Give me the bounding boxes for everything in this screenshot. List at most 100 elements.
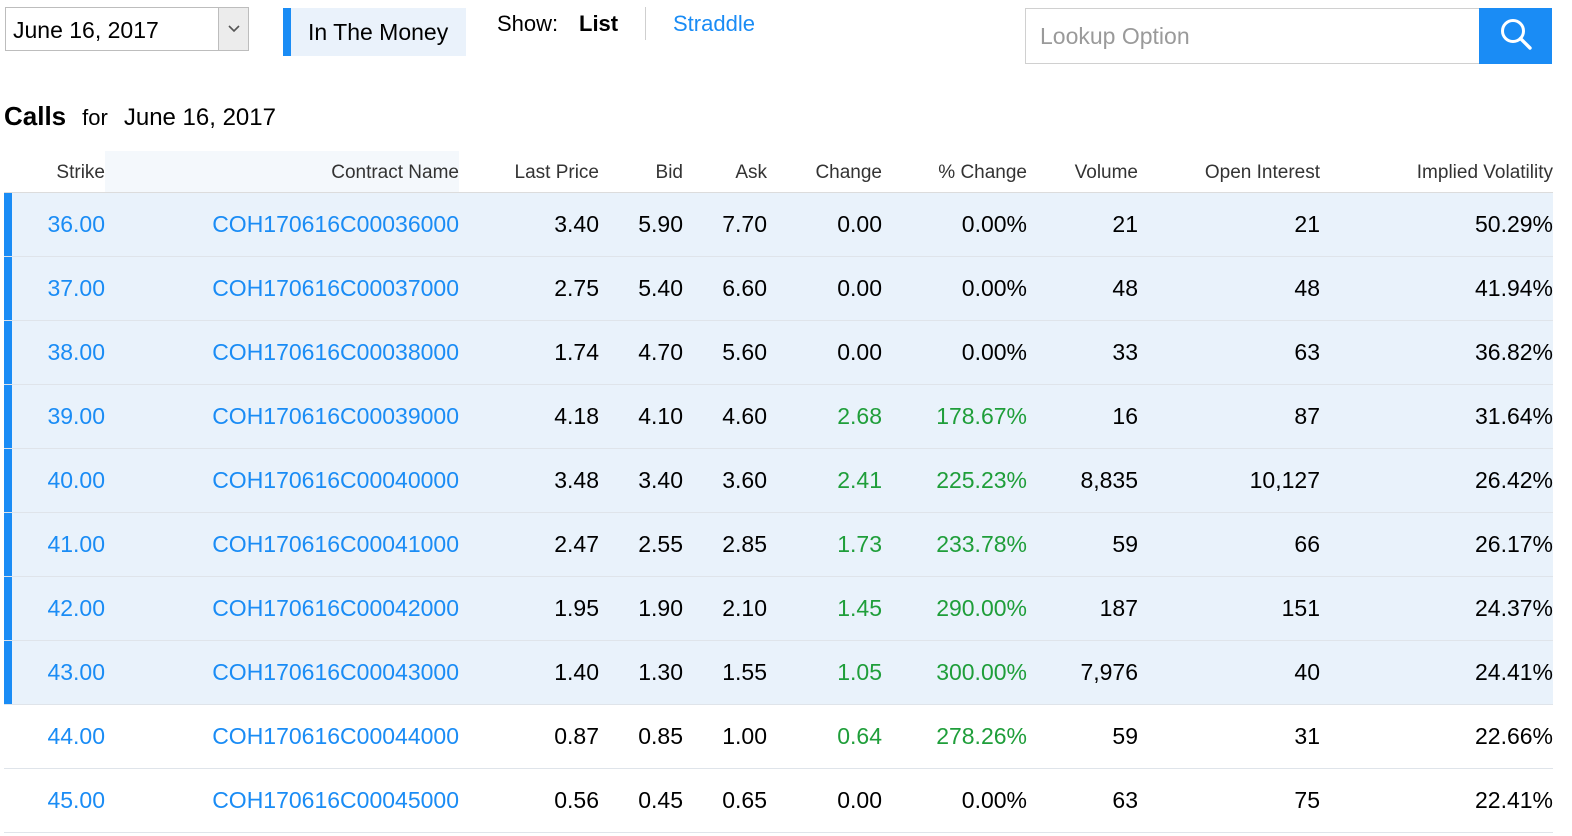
- implied-volatility-cell: 31.64%: [1320, 384, 1553, 449]
- volume-cell: 21: [1027, 192, 1138, 257]
- pct-change-cell: 0.00%: [882, 768, 1027, 833]
- contract-name-link[interactable]: COH170616C00043000: [212, 659, 459, 685]
- open-interest-cell: 48: [1138, 256, 1320, 321]
- col-header-implied-volatility[interactable]: Implied Volatility: [1320, 151, 1553, 193]
- col-header-last-price[interactable]: Last Price: [459, 151, 599, 193]
- open-interest-cell: 151: [1138, 576, 1320, 641]
- contract-name-link[interactable]: COH170616C00042000: [212, 595, 459, 621]
- col-header-volume[interactable]: Volume: [1027, 151, 1138, 193]
- contract-name-link[interactable]: COH170616C00039000: [212, 403, 459, 429]
- table-row: 44.00 COH170616C00044000 0.87 0.85 1.00 0.64 2…: [4, 704, 1553, 769]
- search-icon: [1499, 17, 1533, 56]
- strike-cell-cell[interactable]: 36.00: [4, 192, 105, 257]
- strike-cell-cell[interactable]: 40.00: [4, 448, 105, 513]
- contract-name-cell[interactable]: COH170616C00042000: [105, 576, 459, 641]
- change-cell: 1.73: [767, 512, 882, 577]
- change-cell: 2.68: [767, 384, 882, 449]
- strike-cell[interactable]: 40.00: [47, 467, 105, 493]
- lookup-option-input[interactable]: [1025, 8, 1480, 64]
- last-price-cell: 0.87: [459, 704, 599, 769]
- volume-cell: 59: [1027, 512, 1138, 577]
- strike-cell-cell[interactable]: 42.00: [4, 576, 105, 641]
- pct-change-cell: 300.00%: [882, 640, 1027, 705]
- volume-cell: 187: [1027, 576, 1138, 641]
- implied-volatility-cell: 26.42%: [1320, 448, 1553, 513]
- col-header-bid[interactable]: Bid: [599, 151, 683, 193]
- table-row: 41.00 COH170616C00041000 2.47 2.55 2.85 1.73 2…: [4, 512, 1553, 577]
- contract-name-cell[interactable]: COH170616C00044000: [105, 704, 459, 769]
- change-cell: 0.00: [767, 192, 882, 257]
- change-cell: 0.64: [767, 704, 882, 769]
- contract-name-cell[interactable]: COH170616C00040000: [105, 448, 459, 513]
- open-interest-cell: 66: [1138, 512, 1320, 577]
- chevron-down-icon[interactable]: [218, 8, 248, 50]
- implied-volatility-cell: 22.41%: [1320, 768, 1553, 833]
- strike-cell-cell[interactable]: 39.00: [4, 384, 105, 449]
- ask-cell: 1.00: [683, 704, 767, 769]
- strike-cell[interactable]: 39.00: [47, 403, 105, 429]
- contract-name-link[interactable]: COH170616C00036000: [212, 211, 459, 237]
- col-header-strike[interactable]: Strike: [4, 151, 105, 193]
- implied-volatility-cell: 24.41%: [1320, 640, 1553, 705]
- search-button[interactable]: [1479, 8, 1552, 64]
- col-header-ask[interactable]: Ask: [683, 151, 767, 193]
- heading-date: June 16, 2017: [123, 104, 276, 131]
- last-price-cell: 0.56: [459, 768, 599, 833]
- show-label: Show:: [497, 11, 559, 36]
- volume-cell: 48: [1027, 256, 1138, 321]
- pct-change-cell: 0.00%: [882, 256, 1027, 321]
- strike-cell[interactable]: 43.00: [47, 659, 105, 685]
- show-list-option[interactable]: List: [579, 11, 619, 36]
- strike-cell[interactable]: 36.00: [47, 211, 105, 237]
- strike-cell-cell[interactable]: 41.00: [4, 512, 105, 577]
- open-interest-cell: 87: [1138, 384, 1320, 449]
- table-row: 42.00 COH170616C00042000 1.95 1.90 2.10 1.45 2…: [4, 576, 1553, 641]
- strike-cell[interactable]: 44.00: [47, 723, 105, 749]
- bid-cell: 3.40: [599, 448, 683, 513]
- change-cell: 0.00: [767, 256, 882, 321]
- contract-name-cell[interactable]: COH170616C00043000: [105, 640, 459, 705]
- change-cell: 1.45: [767, 576, 882, 641]
- ask-cell: 3.60: [683, 448, 767, 513]
- contract-name-cell[interactable]: COH170616C00045000: [105, 768, 459, 833]
- ask-cell: 1.55: [683, 640, 767, 705]
- strike-cell[interactable]: 41.00: [47, 531, 105, 557]
- strike-cell[interactable]: 45.00: [47, 787, 105, 813]
- contract-name-link[interactable]: COH170616C00041000: [212, 531, 459, 557]
- show-divider: [645, 7, 646, 40]
- contract-name-cell[interactable]: COH170616C00038000: [105, 320, 459, 385]
- expiration-date-select[interactable]: June 16, 2017: [5, 7, 249, 51]
- table-row: 37.00 COH170616C00037000 2.75 5.40 6.60 0.00 0…: [4, 256, 1553, 321]
- contract-name-link[interactable]: COH170616C00045000: [212, 787, 459, 813]
- col-header-pct-change[interactable]: % Change: [882, 151, 1027, 193]
- contract-name-cell[interactable]: COH170616C00037000: [105, 256, 459, 321]
- col-header-change[interactable]: Change: [767, 151, 882, 193]
- strike-cell-cell[interactable]: 43.00: [4, 640, 105, 705]
- calls-title: Calls: [4, 101, 67, 131]
- implied-volatility-cell: 22.66%: [1320, 704, 1553, 769]
- contract-name-link[interactable]: COH170616C00040000: [212, 467, 459, 493]
- calls-heading: Calls for June 16, 2017: [4, 101, 276, 132]
- contract-name-link[interactable]: COH170616C00044000: [212, 723, 459, 749]
- contract-name-cell[interactable]: COH170616C00039000: [105, 384, 459, 449]
- contract-name-link[interactable]: COH170616C00037000: [212, 275, 459, 301]
- ask-cell: 2.85: [683, 512, 767, 577]
- contract-name-cell[interactable]: COH170616C00036000: [105, 192, 459, 257]
- implied-volatility-cell: 50.29%: [1320, 192, 1553, 257]
- strike-cell[interactable]: 37.00: [47, 275, 105, 301]
- strike-cell[interactable]: 42.00: [47, 595, 105, 621]
- strike-cell-cell[interactable]: 44.00: [4, 704, 105, 769]
- strike-cell-cell[interactable]: 38.00: [4, 320, 105, 385]
- volume-cell: 16: [1027, 384, 1138, 449]
- show-straddle-link[interactable]: Straddle: [673, 11, 755, 36]
- col-header-contract-name[interactable]: Contract Name: [105, 151, 459, 193]
- col-header-open-interest[interactable]: Open Interest: [1138, 151, 1320, 193]
- strike-cell-cell[interactable]: 45.00: [4, 768, 105, 833]
- strike-cell[interactable]: 38.00: [47, 339, 105, 365]
- in-the-money-toggle[interactable]: In The Money: [283, 8, 466, 56]
- contract-name-link[interactable]: COH170616C00038000: [212, 339, 459, 365]
- contract-name-cell[interactable]: COH170616C00041000: [105, 512, 459, 577]
- bid-cell: 2.55: [599, 512, 683, 577]
- strike-cell-cell[interactable]: 37.00: [4, 256, 105, 321]
- last-price-cell: 1.40: [459, 640, 599, 705]
